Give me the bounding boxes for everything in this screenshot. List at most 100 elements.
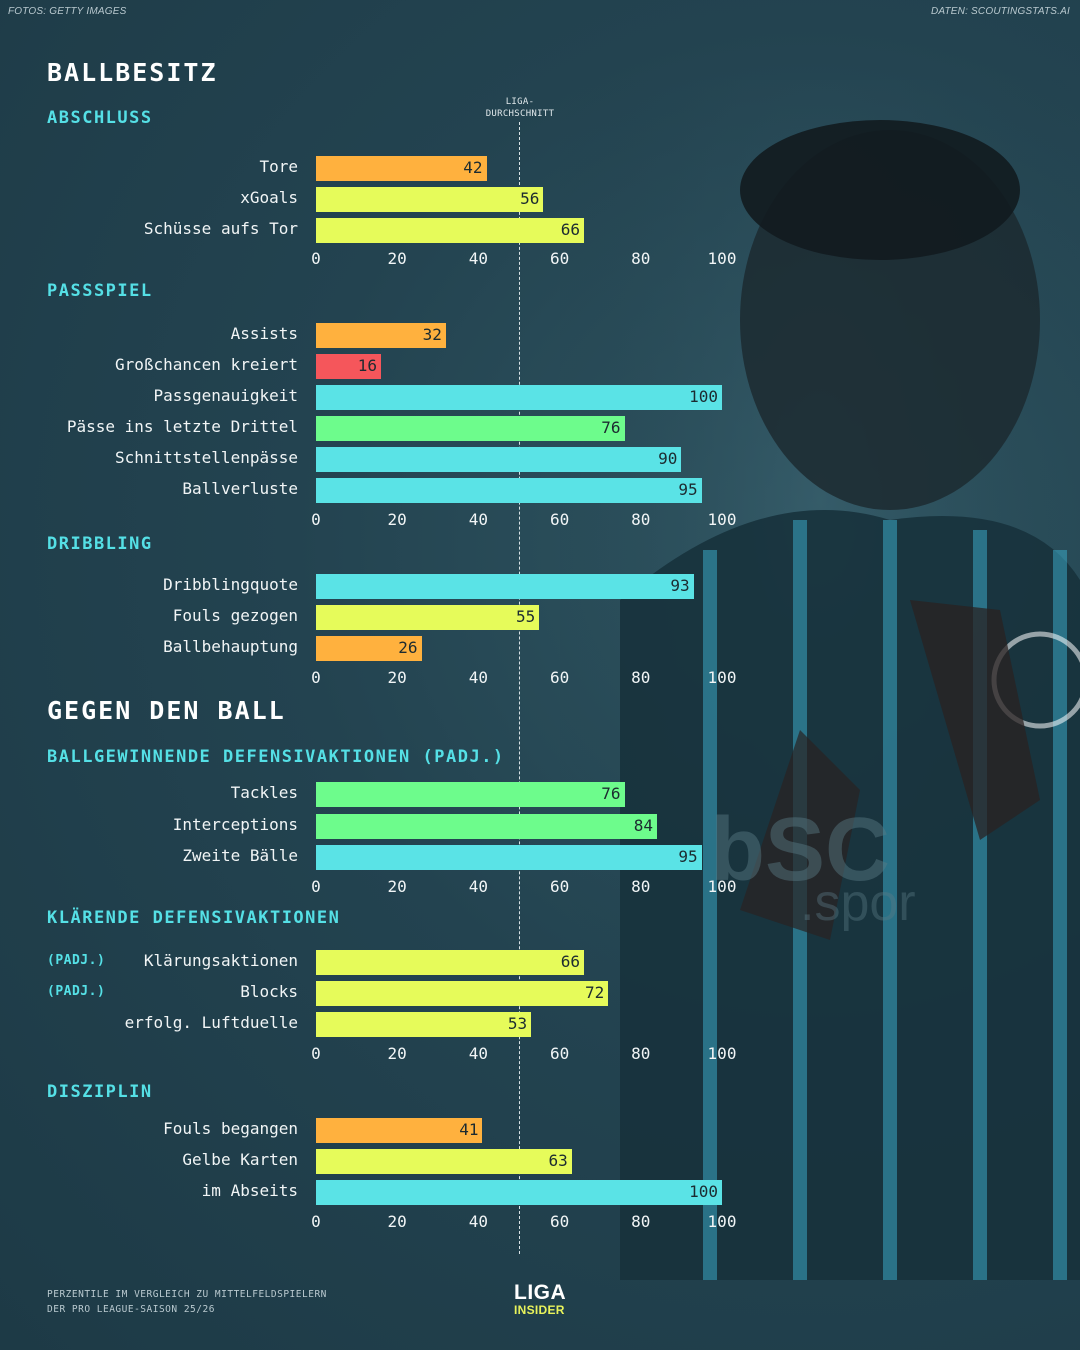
section-title: BALLBESITZ [47, 58, 218, 87]
row-label: Interceptions [172, 814, 298, 834]
bar-value: 93 [670, 576, 690, 595]
bar [316, 1149, 572, 1174]
axis-tick: 80 [631, 1212, 651, 1231]
bar-value: 55 [516, 607, 536, 626]
axis-tick: 80 [631, 877, 651, 896]
bar-value: 76 [601, 418, 621, 437]
bar [316, 1012, 532, 1037]
group-title: DRIBBLING [47, 534, 153, 554]
bar [316, 782, 625, 807]
axis-tick: 40 [468, 668, 489, 687]
axis-tick: 40 [468, 1212, 489, 1231]
group-title: KLÄRENDE DEFENSIVAKTIONEN [47, 908, 341, 928]
padj-note: (PADJ.) [47, 953, 106, 968]
bar-value: 16 [357, 356, 377, 375]
bar [316, 950, 584, 975]
row-label: im Abseits [201, 1181, 298, 1200]
bar [316, 156, 487, 181]
bar [316, 478, 702, 503]
row-label: Klärungsaktionen [143, 951, 298, 970]
bar-value: 26 [398, 638, 418, 657]
bar [316, 323, 446, 348]
axis-tick: 80 [631, 1044, 651, 1063]
league-average-line [519, 122, 520, 1254]
axis-tick: 0 [311, 249, 321, 268]
axis-tick: 60 [549, 877, 570, 896]
bar-value: 56 [520, 189, 540, 208]
group-title: BALLGEWINNENDE DEFENSIVAKTIONEN (PADJ.) [47, 747, 505, 767]
row-label: Assists [230, 324, 298, 343]
section-title: GEGEN DEN BALL [47, 696, 286, 725]
axis-tick: 60 [549, 249, 570, 268]
bar-value: 95 [678, 847, 698, 866]
bar [316, 187, 544, 212]
axis-tick: 60 [549, 510, 570, 529]
row-label: Blocks [240, 982, 298, 1001]
row-label: Tore [259, 157, 298, 176]
bar [316, 1118, 483, 1143]
axis-tick: 40 [468, 1044, 489, 1063]
axis-tick: 0 [311, 1212, 321, 1231]
bar [316, 845, 702, 870]
svg-text:.spor: .spor [800, 874, 916, 932]
bar-value: 53 [507, 1014, 528, 1033]
axis-tick: 100 [707, 1212, 737, 1231]
axis-tick: 40 [468, 510, 489, 529]
bar-value: 90 [658, 449, 678, 468]
photo-credit: FOTOS: GETTY IMAGES [8, 6, 127, 17]
axis-tick: 20 [387, 510, 407, 529]
axis-tick: 20 [387, 1044, 407, 1063]
row-label: Pässe ins letzte Drittel [66, 417, 298, 436]
bar-value: 84 [633, 815, 654, 835]
bar-value: 42 [463, 158, 483, 177]
axis-tick: 100 [707, 877, 737, 896]
axis-tick: 0 [311, 510, 321, 529]
axis-tick: 60 [549, 1212, 570, 1231]
axis-tick: 100 [707, 510, 737, 529]
row-label: Großchancen kreiert [114, 355, 298, 374]
bar [316, 447, 682, 472]
bar [316, 636, 422, 661]
bar [316, 385, 722, 410]
axis-tick: 20 [387, 877, 407, 896]
bar-value: 95 [678, 480, 698, 499]
row-label: Ballverluste [182, 479, 298, 498]
axis-tick: 0 [311, 668, 321, 687]
axis-tick: 100 [707, 249, 737, 268]
row-label: Zweite Bälle [182, 846, 298, 865]
axis-tick: 20 [387, 1212, 407, 1231]
bar-value: 100 [689, 1182, 718, 1201]
group-title: PASSSPIEL [47, 281, 153, 301]
axis-tick: 80 [631, 249, 651, 268]
bar [316, 416, 625, 441]
bar-value: 66 [560, 952, 580, 971]
axis-tick: 40 [468, 877, 489, 896]
axis-tick: 100 [707, 1044, 737, 1063]
axis-tick: 100 [707, 668, 737, 687]
group-title: DISZIPLIN [47, 1082, 153, 1102]
liga-insider-logo[interactable]: LIGA INSIDER [514, 1281, 567, 1317]
bar [316, 605, 540, 630]
axis-tick: 40 [468, 249, 489, 268]
footer-note: PERZENTILE IM VERGLEICH ZU MITTELFELDSPI… [47, 1289, 327, 1315]
row-label: Fouls gezogen [172, 606, 298, 625]
row-label: Gelbe Karten [182, 1150, 298, 1169]
group-title: ABSCHLUSS [47, 108, 153, 128]
bar [316, 218, 584, 243]
bar [316, 574, 694, 599]
bar [316, 354, 381, 379]
bar-value: 32 [422, 325, 442, 344]
bar-value: 100 [689, 387, 718, 406]
bar-value: 41 [459, 1120, 479, 1139]
league-average-label: LIGA- DURCHSCHNITT [485, 97, 555, 119]
bar-value: 72 [585, 983, 605, 1002]
row-label: Dribblingquote [163, 575, 298, 594]
row-label: Passgenauigkeit [153, 386, 299, 405]
axis-tick: 0 [311, 877, 321, 896]
bar [316, 1180, 722, 1205]
row-label: Schnittstellenpässe [114, 448, 298, 467]
bar-value: 66 [560, 220, 580, 239]
axis-tick: 60 [549, 668, 570, 687]
row-label: xGoals [240, 188, 298, 207]
data-credit: DATEN: SCOUTINGSTATS.AI [930, 6, 1070, 17]
